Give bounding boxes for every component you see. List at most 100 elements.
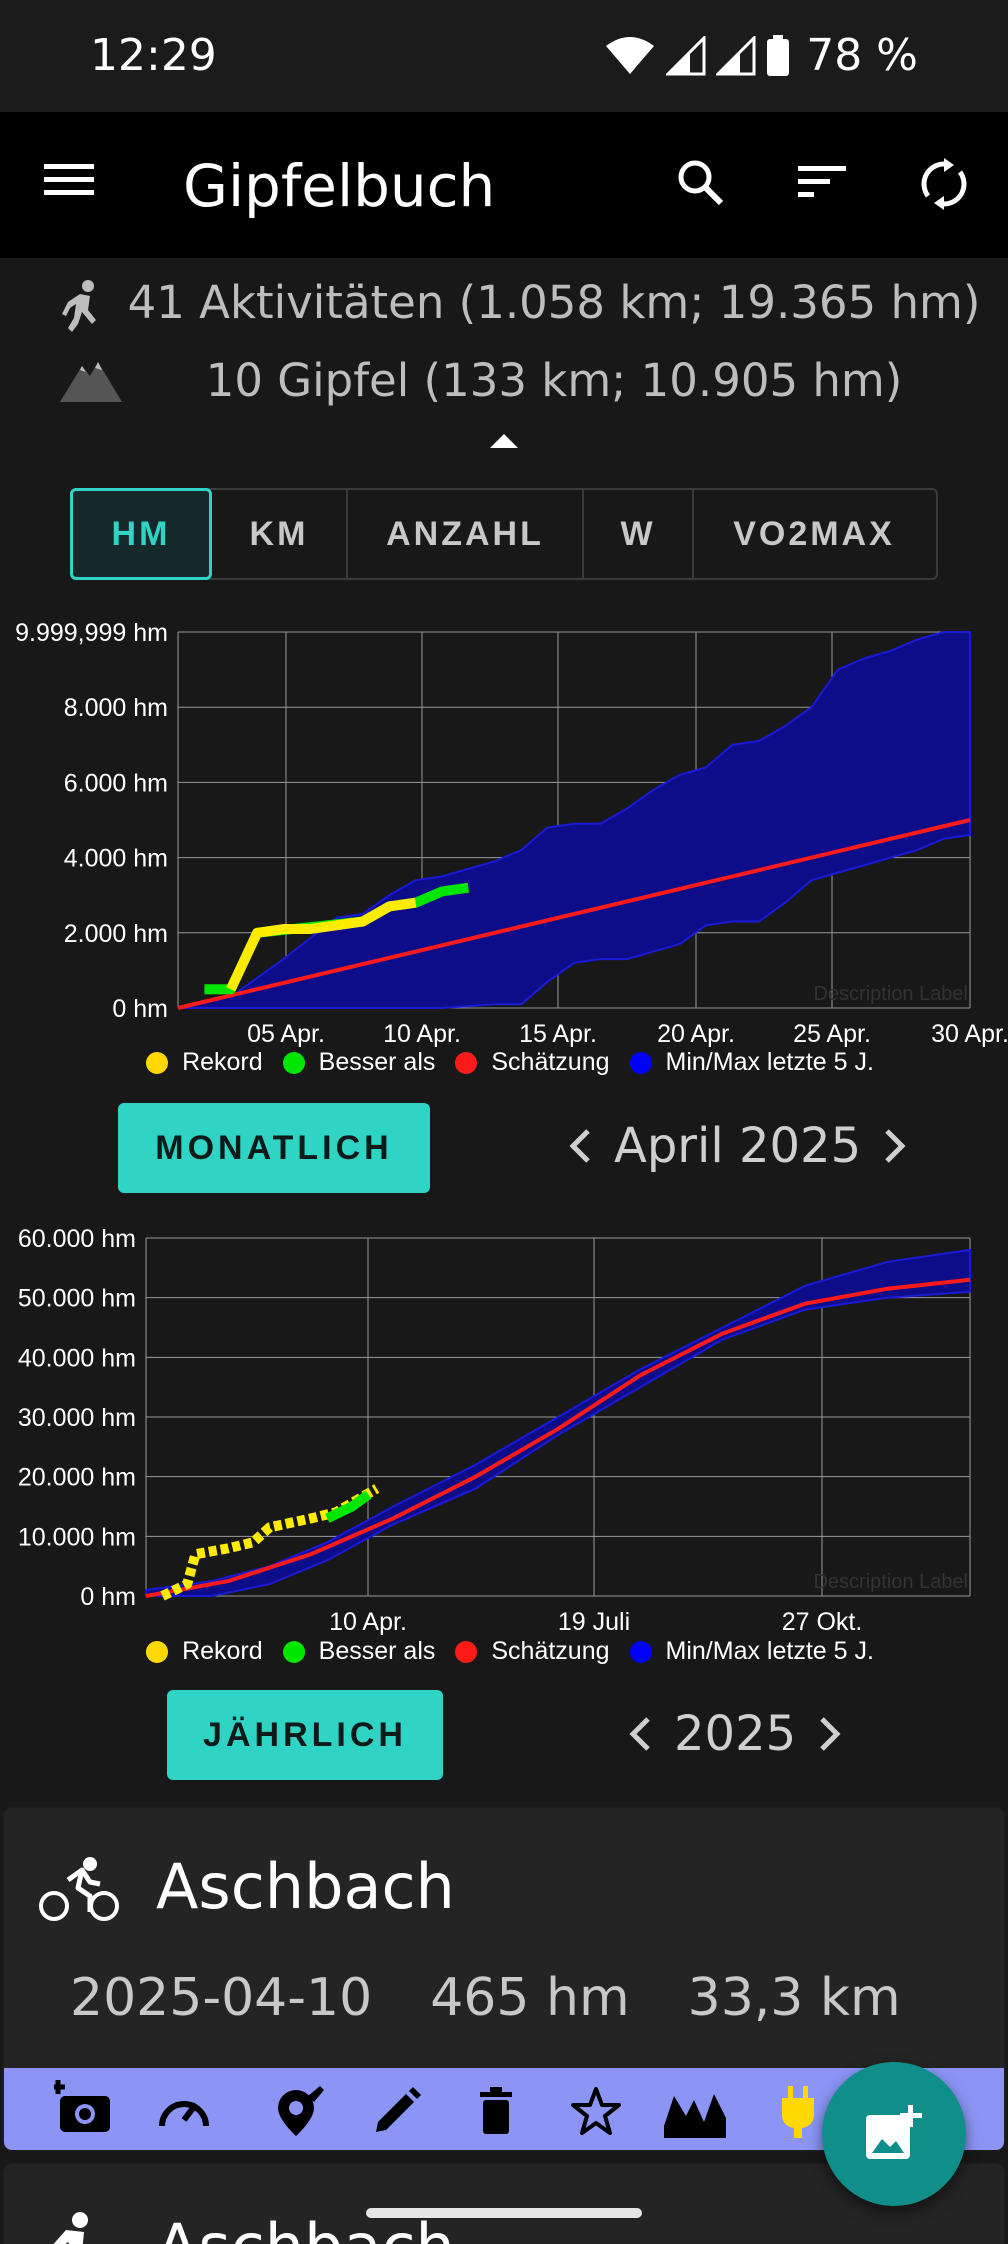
status-bar: 12:29 78 %	[0, 0, 1008, 112]
walk-icon	[62, 280, 96, 332]
description-label: Description Label	[813, 983, 968, 1005]
add-activity-fab[interactable]	[822, 2062, 966, 2206]
battery-icon	[767, 34, 790, 76]
legend-dot-rekord-yearly	[146, 1640, 169, 1663]
edit-location-icon[interactable]	[274, 2086, 324, 2138]
star-icon[interactable]	[570, 2086, 622, 2136]
y-tick-label: 6.000 hm	[64, 769, 168, 797]
x-tick-label: 15 Apr.	[519, 1020, 597, 1048]
next-year-icon[interactable]	[818, 1716, 842, 1752]
peaks-summary: 10 Gipfel (133 km; 10.905 hm)	[0, 350, 1008, 420]
sync-icon[interactable]	[920, 158, 968, 210]
tab-km[interactable]: KM	[212, 490, 348, 578]
signal-icon-2	[716, 35, 756, 75]
legend-rekord: Rekord	[182, 1048, 263, 1076]
tab-hm[interactable]: HM	[70, 488, 212, 580]
estimate-line	[145, 1277, 971, 1598]
x-tick-label: 10 Apr.	[329, 1608, 407, 1636]
legend-dot-minmax	[629, 1051, 652, 1074]
month-selector: April 2025	[568, 1118, 907, 1174]
menu-icon[interactable]	[44, 160, 94, 200]
tab-w[interactable]: W	[584, 490, 694, 578]
y-tick-label: 0 hm	[80, 1583, 136, 1611]
y-tick-label: 30.000 hm	[18, 1404, 136, 1432]
record-line	[226, 897, 417, 992]
y-tick-label: 2.000 hm	[64, 920, 168, 948]
activity-km: 33,3 km	[687, 1968, 901, 2028]
legend-schaetzung: Schätzung	[491, 1048, 610, 1076]
yearly-chart[interactable]: 60.000 hm 50.000 hm 40.000 hm 30.000 hm 20.0…	[0, 1210, 1008, 1650]
edit-icon[interactable]	[372, 2086, 422, 2136]
year-label: 2025	[674, 1706, 797, 1762]
legend-dot-minmax-yearly	[629, 1640, 652, 1663]
y-tick-label: 4.000 hm	[64, 845, 168, 873]
signal-icon	[666, 35, 706, 75]
y-tick-label: 20.000 hm	[18, 1464, 136, 1492]
activity-stats: 2025-04-10 465 hm 33,3 km	[70, 1968, 901, 2028]
x-tick-label: 19 Juli	[558, 1608, 630, 1636]
x-tick-label: 27 Okt.	[782, 1608, 863, 1636]
y-tick-label: 0 hm	[112, 995, 168, 1023]
activity-hm: 465 hm	[430, 1968, 630, 2028]
activity-card[interactable]: Aschbach 2025-04-10 465 hm 33,3 km	[2, 1806, 1006, 2152]
speedometer-icon[interactable]	[156, 2086, 212, 2134]
collapse-caret-icon[interactable]	[490, 434, 518, 448]
better-than-line	[325, 1490, 372, 1523]
tab-anzahl[interactable]: ANZAHL	[348, 490, 584, 578]
sort-icon[interactable]	[798, 158, 848, 206]
legend-dot-besser-yearly	[282, 1640, 305, 1663]
activities-count: 41 Aktivitäten (1.058 km; 19.365 hm)	[127, 276, 981, 329]
peaks-count: 10 Gipfel (133 km; 10.905 hm)	[205, 354, 903, 407]
description-label: Description Label	[813, 1571, 968, 1593]
year-selector: 2025	[628, 1706, 842, 1762]
app-bar: Gipfelbuch	[0, 112, 1008, 258]
legend-minmax-yearly: Min/Max letzte 5 J.	[665, 1637, 874, 1665]
metric-tabs: HM KM ANZAHL W VO2MAX	[70, 488, 938, 580]
y-tick-label: 10.000 hm	[18, 1523, 136, 1551]
activities-summary: 41 Aktivitäten (1.058 km; 19.365 hm)	[0, 272, 1008, 342]
legend-schaetzung-yearly: Schätzung	[491, 1637, 610, 1665]
yearly-button[interactable]: JÄHRLICH	[167, 1690, 443, 1780]
tab-vo2max[interactable]: VO2MAX	[733, 514, 895, 553]
legend-dot-schaetzung	[455, 1051, 478, 1074]
add-photo-alternate-icon	[866, 2105, 922, 2159]
y-tick-label: 50.000 hm	[18, 1285, 136, 1313]
app-title: Gipfelbuch	[183, 152, 496, 220]
legend-dot-besser	[282, 1051, 305, 1074]
status-time: 12:29	[90, 30, 217, 81]
yearly-legend: Rekord Besser als Schätzung Min/Max letz…	[0, 1637, 1008, 1666]
estimate-line	[177, 818, 971, 1010]
run-icon	[53, 2212, 88, 2244]
monthly-legend: Rekord Besser als Schätzung Min/Max letz…	[0, 1048, 1008, 1077]
legend-besser-yearly: Besser als	[318, 1637, 436, 1665]
activity-date: 2025-04-10	[70, 1968, 373, 2028]
y-tick-label: 8.000 hm	[64, 694, 168, 722]
monthly-button[interactable]: MONATLICH	[118, 1103, 430, 1193]
legend-besser: Besser als	[318, 1048, 436, 1076]
y-tick-label: 60.000 hm	[18, 1225, 136, 1253]
x-tick-label: 20 Apr.	[657, 1020, 735, 1048]
legend-dot-schaetzung-yearly	[455, 1640, 478, 1663]
bike-icon	[39, 1857, 119, 1921]
activity-name: Aschbach	[156, 1850, 455, 1923]
x-tick-label: 05 Apr.	[247, 1020, 325, 1048]
monthly-chart[interactable]: 9.999,999 hm 8.000 hm 6.000 hm 4.000 hm 2.00…	[0, 616, 1008, 1056]
power-plug-icon[interactable]	[778, 2086, 818, 2138]
x-tick-label: 30 Apr.	[931, 1020, 1008, 1048]
home-indicator[interactable]	[366, 2208, 642, 2218]
add-photo-icon[interactable]	[54, 2078, 114, 2134]
search-icon[interactable]	[676, 158, 724, 206]
minmax-band	[177, 631, 971, 1009]
x-tick-label: 10 Apr.	[383, 1020, 461, 1048]
x-tick-label: 25 Apr.	[793, 1020, 871, 1048]
battery-percent: 78 %	[806, 30, 918, 81]
legend-rekord-yearly: Rekord	[182, 1637, 263, 1665]
delete-icon[interactable]	[476, 2086, 516, 2136]
y-tick-label: 40.000 hm	[18, 1344, 136, 1372]
prev-month-icon[interactable]	[568, 1128, 592, 1164]
segments-icon[interactable]	[664, 2086, 726, 2138]
prev-year-icon[interactable]	[628, 1716, 652, 1752]
y-tick-label: 9.999,999 hm	[15, 619, 168, 647]
next-month-icon[interactable]	[883, 1128, 907, 1164]
wifi-icon	[606, 36, 655, 74]
